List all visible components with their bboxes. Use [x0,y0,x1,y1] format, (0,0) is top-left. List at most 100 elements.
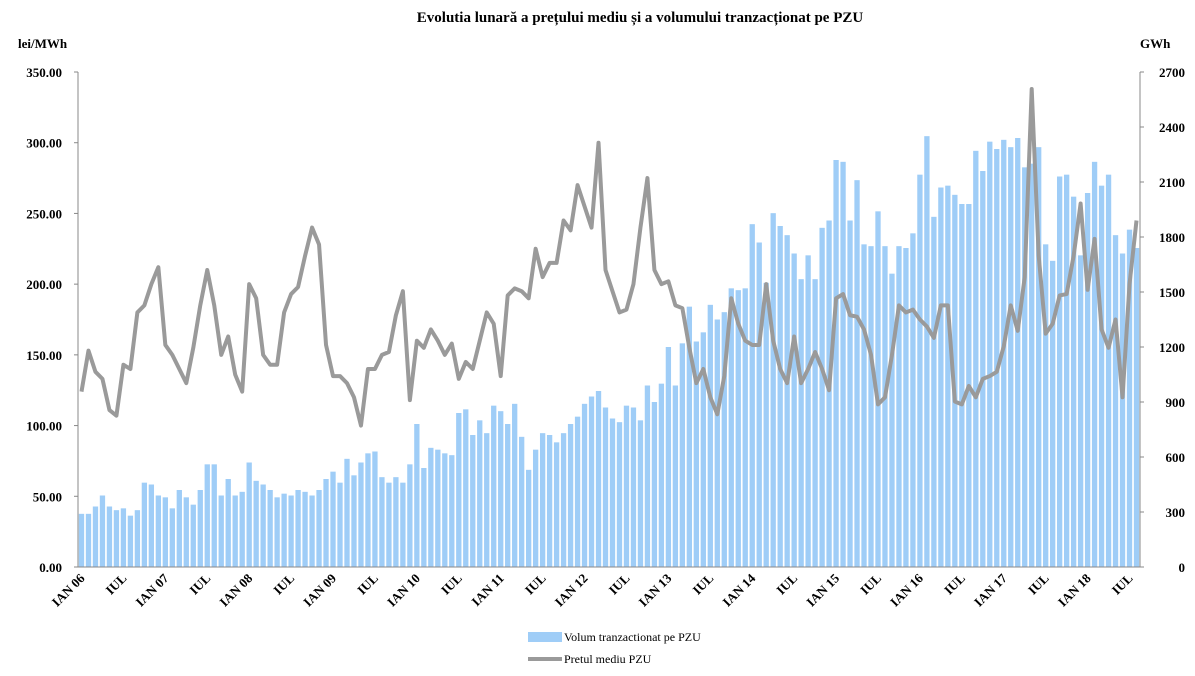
bar [253,480,259,567]
bar [295,490,301,567]
bar [463,409,469,567]
x-tick-label: IAN 13 [636,570,675,609]
bar [127,515,134,567]
bar [176,490,182,567]
x-tick-label: IAN 10 [384,571,423,610]
bar [756,242,762,567]
bar [337,482,343,567]
bar [553,442,560,567]
bar [386,482,392,567]
bar [1070,196,1077,567]
bar [602,407,609,567]
bar [903,248,909,567]
bar [435,449,441,567]
bar [959,204,965,567]
bar [183,497,189,567]
bar [456,413,462,567]
bar [1056,176,1063,567]
y-axis-label: lei/MWh [18,36,68,51]
y-tick-label: 250.00 [26,206,62,221]
x-tick-label: IUL [689,570,716,597]
y2-tick-label: 1200 [1159,340,1185,355]
x-tick-label: IAN 12 [552,571,591,610]
bar [267,490,273,567]
bar [1015,138,1021,567]
bar [274,497,280,567]
bar [155,495,162,567]
bar [854,180,860,567]
bar [616,422,623,567]
x-tick-label: IAN 07 [132,570,171,609]
bar [924,136,930,567]
bar [197,490,203,567]
x-tick-label: IUL [1109,570,1136,597]
bar [980,171,986,567]
x-tick-label: IAN 08 [216,570,255,609]
bar [204,464,210,567]
bar [281,493,287,567]
bar [225,479,231,567]
bar [721,312,727,567]
bar [491,405,497,567]
legend-label: Volum tranzactionat pe PZU [564,630,701,644]
bar [505,424,511,567]
bar [330,471,336,567]
bar [987,141,993,567]
legend-label: Pretul mediu PZU [564,652,652,666]
bar [994,149,1000,567]
bar [679,343,686,567]
bar [400,482,406,567]
bar [931,216,937,568]
bar [728,288,734,567]
bar [735,290,741,567]
bar [484,433,490,567]
bar [302,491,308,567]
x-tick-label: IUL [606,570,633,597]
bar [190,504,196,567]
bar [686,306,693,567]
x-tick-label: IAN 14 [719,570,758,609]
bar [428,447,434,567]
bar [141,482,148,567]
bar [840,161,846,568]
bar [1091,161,1098,568]
bar [798,279,804,567]
bar [581,403,588,567]
bar [358,462,364,567]
bar [85,513,92,567]
x-tick-label: IAN 15 [803,570,842,609]
bar [232,495,238,567]
y-tick-label: 300.00 [26,136,62,151]
bar [1022,167,1028,568]
bar [1084,193,1091,567]
legend-swatch [528,632,562,642]
bar [246,462,252,567]
bar [707,304,713,567]
bar [498,411,504,567]
bar [749,224,755,567]
bar [99,495,106,567]
bar [1105,174,1112,567]
bar [847,220,853,567]
bar [938,187,944,567]
bar [309,495,315,567]
bar [393,477,399,567]
y2-tick-label: 0 [1179,560,1186,575]
bar [1050,260,1056,567]
bar [623,405,630,567]
bar [288,495,294,567]
bar [525,469,532,567]
bar [1133,248,1140,567]
bar [539,433,546,567]
bar [588,396,595,567]
x-tick-label: IUL [270,570,297,597]
x-tick-label: IUL [857,570,884,597]
bar [812,279,818,567]
bar [546,435,553,567]
bar [323,479,329,567]
bar [896,246,902,567]
bar [1043,244,1049,568]
y-tick-label: 50.00 [33,489,62,504]
y2-tick-label: 2400 [1159,120,1185,135]
bar [574,416,581,567]
